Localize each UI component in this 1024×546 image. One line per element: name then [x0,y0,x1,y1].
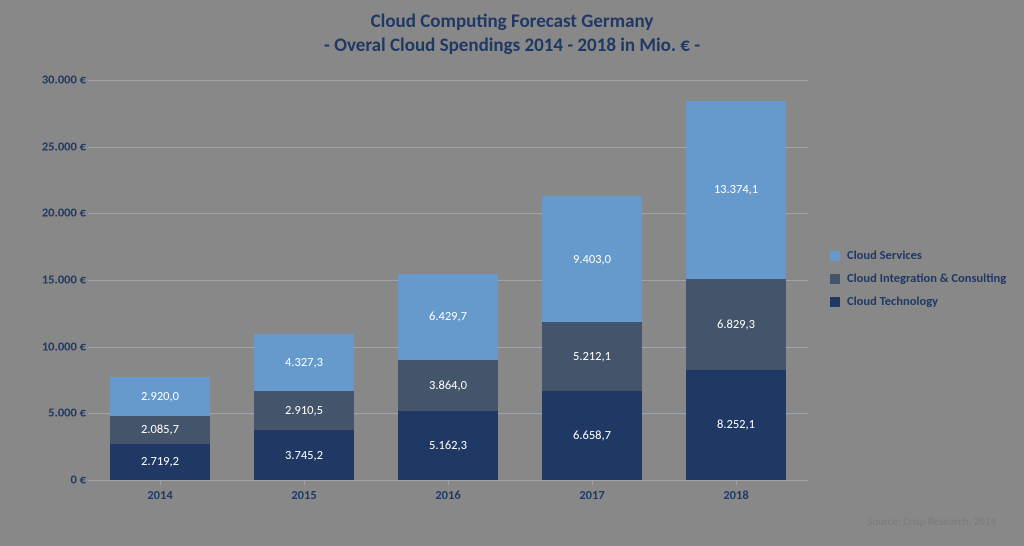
x-axis-label: 2018 [686,488,786,503]
bar-segment: 6.429,7 [398,274,498,360]
x-tick [736,480,737,485]
y-tick-label: 30.000 € [18,73,86,88]
bar-segment: 3.745,2 [254,430,354,480]
bar-segment: 2.085,7 [110,416,210,444]
x-axis-label: 2017 [542,488,642,503]
bar-segment: 8.252,1 [686,370,786,480]
bar-segment: 5.162,3 [398,411,498,480]
bar-group: 5.162,3 3.864,0 6.429,7 [398,274,498,480]
y-tick-label: 25.000 € [18,139,86,154]
bar-value-label: 5.162,3 [429,438,467,453]
legend-label: Cloud Services [847,248,922,263]
x-tick [592,480,593,485]
bar-group: 6.658,7 5.212,1 9.403,0 [542,196,642,480]
bar-value-label: 3.864,0 [429,378,467,393]
legend-item: Cloud Services [830,248,1006,263]
bar-value-label: 5.212,1 [573,349,611,364]
x-tick [160,480,161,485]
legend-swatch [830,274,840,284]
x-axis-label: 2016 [398,488,498,503]
chart-title: Cloud Computing Forecast Germany - Overa… [0,0,1024,58]
bar-segment: 4.327,3 [254,334,354,392]
y-tick-label: 0 € [18,473,86,488]
bar-group: 2.719,2 2.085,7 2.920,0 [110,377,210,480]
legend-label: Cloud Integration & Consulting [847,271,1006,286]
bar-value-label: 6.829,3 [717,317,755,332]
bar-segment: 2.910,5 [254,391,354,430]
bar-value-label: 4.327,3 [285,355,323,370]
x-axis-label: 2014 [110,488,210,503]
legend: Cloud Services Cloud Integration & Consul… [830,248,1006,317]
bar-group: 3.745,2 2.910,5 4.327,3 [254,334,354,480]
y-axis: 0 €5.000 €10.000 €15.000 €20.000 €25.000… [18,80,86,480]
bar-value-label: 9.403,0 [573,252,611,267]
bar-segment: 2.920,0 [110,377,210,416]
bar-segment: 2.719,2 [110,444,210,480]
legend-item: Cloud Technology [830,294,1006,309]
bar-value-label: 8.252,1 [717,417,755,432]
chart-container: Cloud Computing Forecast Germany - Overa… [0,0,1024,546]
x-axis-labels: 2014 2015 2016 2017 2018 [88,488,808,503]
bar-segment: 3.864,0 [398,360,498,412]
bar-value-label: 2.910,5 [285,403,323,418]
bar-segment: 13.374,1 [686,101,786,279]
bar-value-label: 6.429,7 [429,309,467,324]
bar-segment: 5.212,1 [542,322,642,391]
bars-row: 2.719,2 2.085,7 2.920,0 3.745,2 2.910,5 4.327… [88,80,808,480]
legend-swatch [830,251,840,261]
legend-item: Cloud Integration & Consulting [830,271,1006,286]
bar-segment: 9.403,0 [542,196,642,321]
bar-value-label: 2.085,7 [141,422,179,437]
bar-segment: 6.658,7 [542,391,642,480]
x-tick [448,480,449,485]
legend-swatch [830,297,840,307]
bar-group: 8.252,1 6.829,3 13.374,1 [686,101,786,480]
y-tick-label: 15.000 € [18,273,86,288]
bar-value-label: 2.719,2 [141,454,179,469]
y-tick-label: 5.000 € [18,406,86,421]
bar-value-label: 3.745,2 [285,448,323,463]
chart-title-line2: - Overal Cloud Spendings 2014 - 2018 in … [0,34,1024,58]
y-tick-label: 20.000 € [18,206,86,221]
bar-value-label: 2.920,0 [141,389,179,404]
x-axis-label: 2015 [254,488,354,503]
plot-area: 2.719,2 2.085,7 2.920,0 3.745,2 2.910,5 4.327… [88,80,808,480]
source-note: Source: Crisp Research, 2014 [867,515,996,528]
x-tick [304,480,305,485]
bar-value-label: 13.374,1 [714,182,758,197]
bar-segment: 6.829,3 [686,279,786,370]
y-tick-label: 10.000 € [18,339,86,354]
chart-title-line1: Cloud Computing Forecast Germany [0,10,1024,34]
bar-value-label: 6.658,7 [573,428,611,443]
legend-label: Cloud Technology [847,294,938,309]
